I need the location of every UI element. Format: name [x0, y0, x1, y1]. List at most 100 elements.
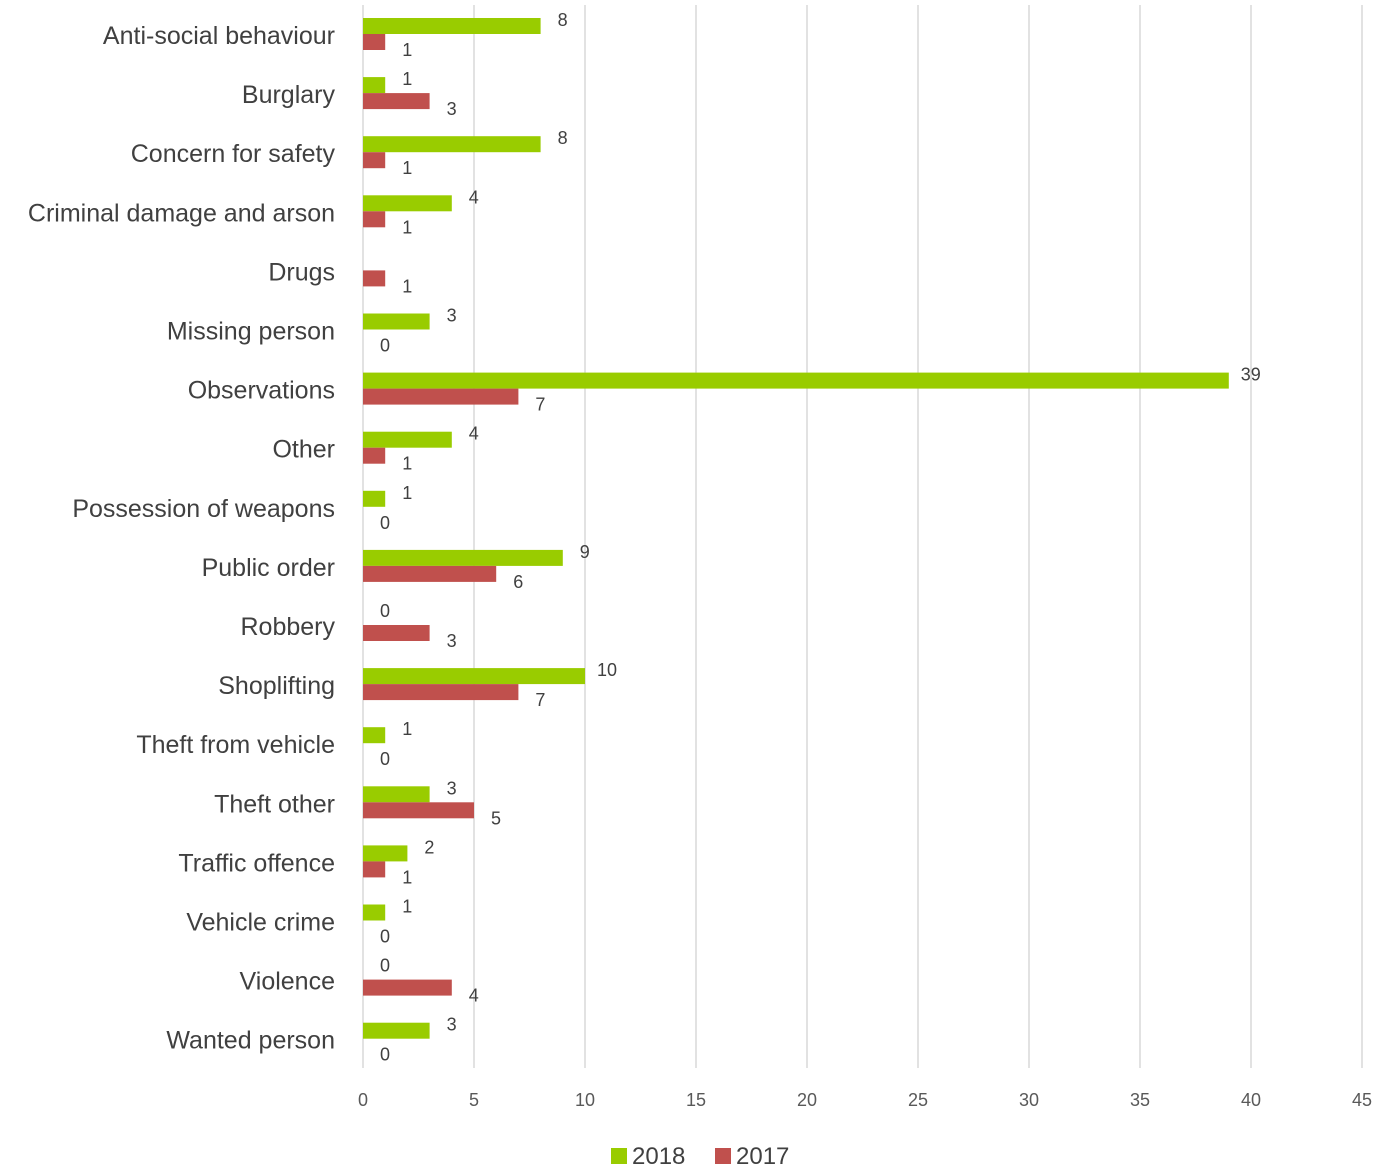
data-label-2018: 1	[402, 483, 412, 503]
data-label-2017: 0	[380, 1045, 390, 1065]
data-label-2018: 1	[402, 69, 412, 89]
x-tick-label: 0	[358, 1090, 368, 1110]
bar-2017	[363, 684, 519, 701]
legend-label: 2018	[632, 1143, 685, 1169]
category-label: Anti-social behaviour	[103, 22, 335, 50]
x-tick-label: 35	[1130, 1090, 1150, 1110]
data-label-2017: 0	[380, 749, 390, 769]
category-label: Traffic offence	[178, 849, 335, 877]
data-label-2017: 0	[380, 336, 390, 356]
category-label: Criminal damage and arson	[28, 199, 335, 227]
data-label-2018: 3	[447, 778, 457, 798]
category-label: Theft from vehicle	[136, 731, 335, 759]
bar-2018	[363, 372, 1229, 389]
data-label-2018: 3	[447, 1015, 457, 1035]
legend: 2018 2017	[611, 1143, 789, 1169]
category-label: Concern for safety	[131, 140, 336, 168]
data-label-2018: 2	[424, 837, 434, 857]
data-label-2018: 0	[380, 601, 390, 621]
category-labels: Anti-social behaviour Burglary Concern for…	[28, 22, 336, 1055]
data-label-2017: 3	[447, 631, 457, 651]
data-label-2018: 1	[402, 719, 412, 739]
data-label-2018: 3	[447, 306, 457, 326]
data-label-2018: 9	[580, 542, 590, 562]
bar-2018	[363, 195, 452, 212]
x-axis-tick-labels: 0 5 10 15 20 25 30 35 40 45	[358, 1090, 1372, 1110]
bar-2018	[363, 18, 541, 34]
category-label: Vehicle crime	[186, 909, 335, 937]
data-label-2017: 0	[380, 927, 390, 947]
category-label: Missing person	[167, 318, 335, 346]
data-label-2018: 8	[558, 128, 568, 148]
data-label-2017: 3	[447, 99, 457, 119]
data-label-2017: 1	[402, 217, 412, 237]
bar-2018	[363, 490, 386, 507]
x-tick-label: 5	[469, 1090, 479, 1110]
x-tick-label: 45	[1352, 1090, 1372, 1110]
bar-2018	[363, 549, 563, 566]
bar-2018	[363, 77, 386, 94]
bar-2018	[363, 786, 430, 803]
category-label: Violence	[240, 968, 335, 996]
bar-2017	[363, 802, 474, 819]
category-label: Drugs	[268, 258, 335, 286]
category-label: Theft other	[214, 790, 335, 818]
data-label-2017: 7	[535, 690, 545, 710]
data-label-2017: 1	[402, 276, 412, 296]
category-label: Other	[272, 436, 335, 464]
data-label-2018: 1	[402, 897, 412, 917]
bar-2017	[363, 447, 386, 464]
legend-label: 2017	[736, 1143, 789, 1169]
gridlines	[362, 5, 1363, 1068]
category-label: Robbery	[241, 613, 336, 641]
x-tick-label: 20	[797, 1090, 817, 1110]
data-label-2017: 1	[402, 454, 412, 474]
bar-2018	[363, 727, 386, 744]
data-label-2018: 8	[558, 10, 568, 30]
category-label: Observations	[188, 377, 335, 405]
data-label-2018: 10	[597, 660, 617, 680]
x-tick-label: 25	[908, 1090, 928, 1110]
bar-2018	[363, 431, 452, 448]
data-label-2017: 5	[491, 808, 501, 828]
x-tick-label: 15	[686, 1090, 706, 1110]
data-label-2018: 4	[469, 424, 479, 444]
bar-2017	[363, 565, 497, 582]
data-label-2017: 4	[469, 986, 479, 1006]
legend-swatch-2018	[611, 1148, 627, 1164]
category-label: Shoplifting	[218, 672, 335, 700]
category-label: Burglary	[242, 81, 336, 109]
x-tick-label: 10	[575, 1090, 595, 1110]
bar-2018	[363, 136, 541, 153]
bar-2017	[363, 211, 386, 228]
bar-2017	[363, 152, 386, 169]
data-label-2018: 39	[1241, 365, 1261, 385]
x-tick-label: 40	[1241, 1090, 1261, 1110]
category-label: Possession of weapons	[72, 495, 335, 523]
bar-2018	[363, 845, 408, 862]
category-label: Public order	[202, 554, 335, 582]
bars	[363, 18, 1229, 1039]
bar-2017	[363, 388, 519, 405]
bar-2018	[363, 313, 430, 330]
bar-2017	[363, 270, 386, 287]
data-label-2018: 0	[380, 956, 390, 976]
category-label: Wanted person	[166, 1027, 335, 1055]
data-label-2017: 1	[402, 40, 412, 60]
bar-2017	[363, 861, 386, 878]
data-label-2017: 6	[513, 572, 523, 592]
data-label-2018: 4	[469, 187, 479, 207]
bar-2017	[363, 34, 386, 50]
bar-2018	[363, 668, 585, 685]
bar-2017	[363, 93, 430, 110]
data-label-2017: 1	[402, 158, 412, 178]
bar-2017	[363, 979, 452, 996]
x-tick-label: 30	[1019, 1090, 1039, 1110]
data-label-2017: 1	[402, 867, 412, 887]
bar-2018	[363, 1022, 430, 1039]
bar-2017	[363, 625, 430, 641]
data-label-2017: 7	[535, 395, 545, 415]
